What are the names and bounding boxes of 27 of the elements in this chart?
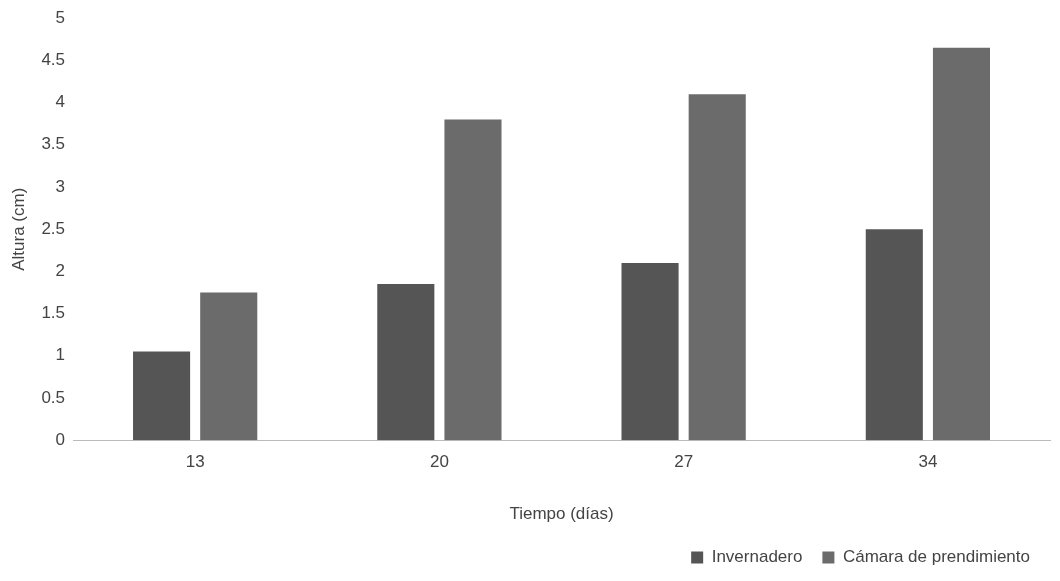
bar — [133, 351, 191, 441]
x-axis-title: Tiempo (días) — [509, 504, 614, 524]
y-tick-label: 3 — [55, 176, 66, 196]
bar — [377, 284, 435, 441]
bar — [200, 292, 258, 441]
x-tick-label: 34 — [918, 452, 938, 472]
y-tick-label: 2 — [55, 261, 66, 281]
y-tick-label: 1 — [55, 345, 66, 365]
y-tick-label: 0 — [55, 429, 66, 449]
y-tick-label: 2.5 — [41, 218, 66, 238]
y-tick-label: 1.5 — [41, 303, 66, 323]
bar — [865, 229, 923, 441]
bar — [932, 47, 991, 441]
bar — [444, 119, 502, 441]
x-tick-label: 20 — [429, 452, 449, 472]
bar — [688, 94, 746, 441]
x-tick-label: 27 — [674, 452, 694, 472]
y-tick-label: 5 — [55, 7, 66, 27]
y-axis-title: Altura (cm) — [8, 187, 28, 271]
y-tick-label: 3.5 — [41, 134, 66, 154]
x-tick-label: 13 — [185, 452, 205, 472]
legend-label: Cámara de prendimiento — [842, 547, 1031, 567]
y-tick-label: 4.5 — [41, 50, 66, 70]
y-tick-label: 0.5 — [41, 387, 66, 407]
bar — [621, 262, 679, 441]
y-tick-label: 4 — [55, 92, 66, 112]
legend-label: Invernadero — [711, 547, 803, 567]
